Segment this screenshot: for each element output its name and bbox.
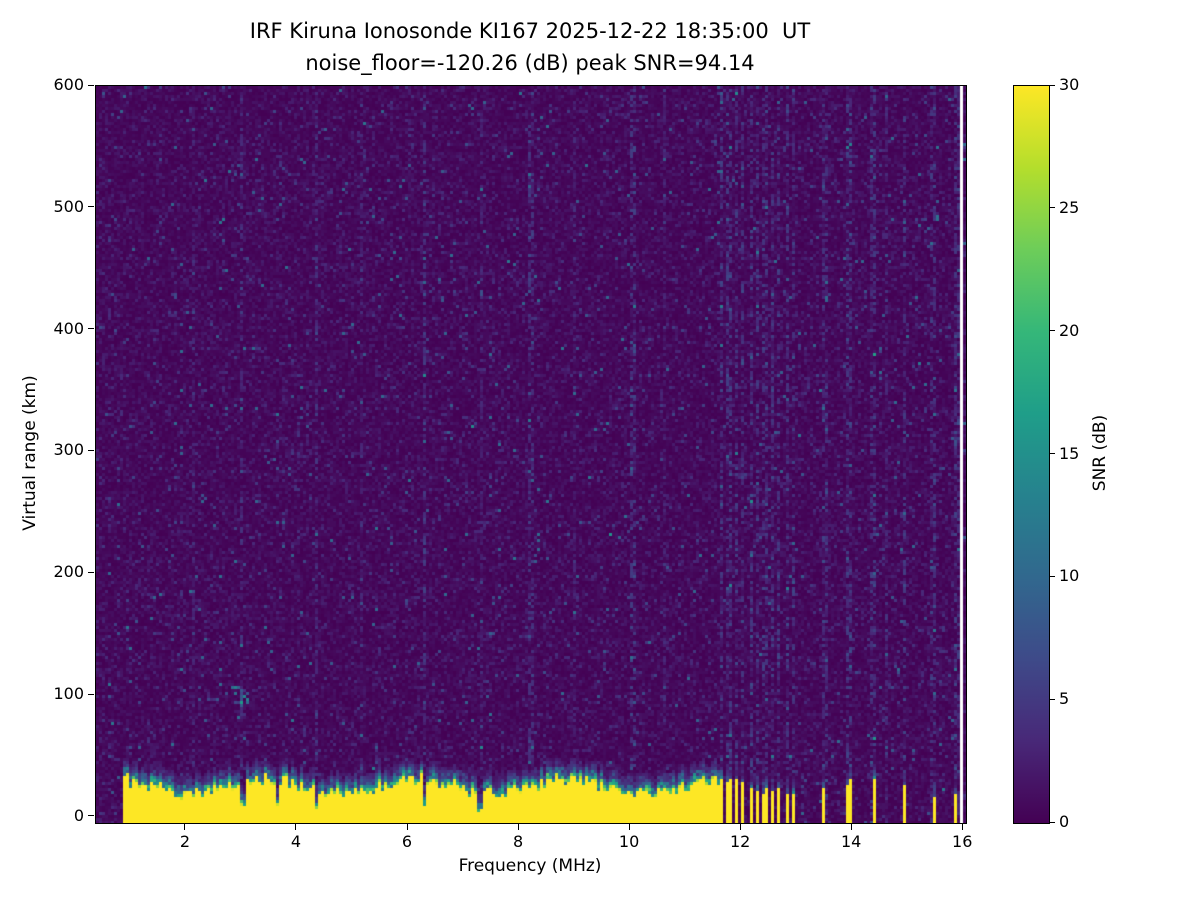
x-tick-mark bbox=[628, 824, 630, 830]
colorbar-tick-label: 30 bbox=[1059, 75, 1080, 94]
colorbar-tick-mark bbox=[1050, 575, 1055, 577]
y-tick-mark bbox=[88, 571, 94, 573]
x-tick-label: 8 bbox=[512, 832, 524, 851]
x-tick-label: 4 bbox=[290, 832, 302, 851]
x-tick-label: 6 bbox=[401, 832, 413, 851]
y-tick-label: 300 bbox=[53, 440, 84, 460]
x-tick-label: 2 bbox=[179, 832, 191, 851]
y-tick-mark bbox=[88, 449, 94, 451]
chart-title-line1: IRF Kiruna Ionosonde KI167 2025-12-22 18… bbox=[249, 19, 811, 43]
colorbar-tick-mark bbox=[1050, 698, 1055, 700]
y-tick-label: 200 bbox=[53, 562, 84, 582]
x-tick-mark bbox=[850, 824, 852, 830]
y-tick-label: 600 bbox=[53, 75, 84, 94]
y-tick-mark bbox=[88, 328, 94, 330]
x-tick-mark bbox=[295, 824, 297, 830]
y-tick-mark bbox=[88, 206, 94, 208]
x-tick-label: 10 bbox=[618, 832, 640, 851]
colorbar-tick-mark bbox=[1050, 207, 1055, 209]
x-axis-label: Frequency (MHz) bbox=[458, 856, 602, 876]
colorbar bbox=[1013, 85, 1050, 824]
chart-title-line2: noise_floor=-120.26 (dB) peak SNR=94.14 bbox=[305, 51, 755, 75]
colorbar-tick-mark bbox=[1050, 821, 1055, 823]
x-tick-mark bbox=[739, 824, 741, 830]
y-tick-label: 400 bbox=[53, 318, 84, 338]
x-tick-mark bbox=[961, 824, 963, 830]
y-tick-label: 100 bbox=[53, 684, 84, 704]
x-tick-mark bbox=[406, 824, 408, 830]
colorbar-tick-label: 10 bbox=[1059, 566, 1080, 586]
y-tick-label: 0 bbox=[73, 805, 84, 825]
x-tick-mark bbox=[184, 824, 186, 830]
y-tick-label: 500 bbox=[53, 196, 84, 216]
colorbar-tick-mark bbox=[1050, 453, 1055, 454]
y-tick-mark bbox=[88, 693, 94, 695]
colorbar-tick-label: 0 bbox=[1059, 812, 1070, 831]
colorbar-tick-label: 20 bbox=[1059, 320, 1080, 340]
colorbar-tick-label: 15 bbox=[1059, 443, 1080, 463]
y-tick-mark bbox=[88, 84, 94, 86]
colorbar-tick-label: 25 bbox=[1059, 197, 1080, 217]
x-tick-label: 16 bbox=[952, 832, 973, 851]
colorbar-tick-mark bbox=[1050, 330, 1055, 332]
colorbar-tick-mark bbox=[1050, 84, 1055, 86]
y-tick-mark bbox=[88, 815, 94, 817]
x-tick-label: 14 bbox=[840, 832, 862, 851]
colorbar-label: SNR (dB) bbox=[1090, 414, 1110, 492]
x-tick-label: 12 bbox=[729, 832, 751, 851]
plot-area bbox=[95, 85, 967, 824]
ionogram-heatmap-canvas bbox=[96, 86, 966, 823]
x-tick-mark bbox=[517, 824, 519, 830]
colorbar-tick-label: 5 bbox=[1059, 689, 1070, 709]
